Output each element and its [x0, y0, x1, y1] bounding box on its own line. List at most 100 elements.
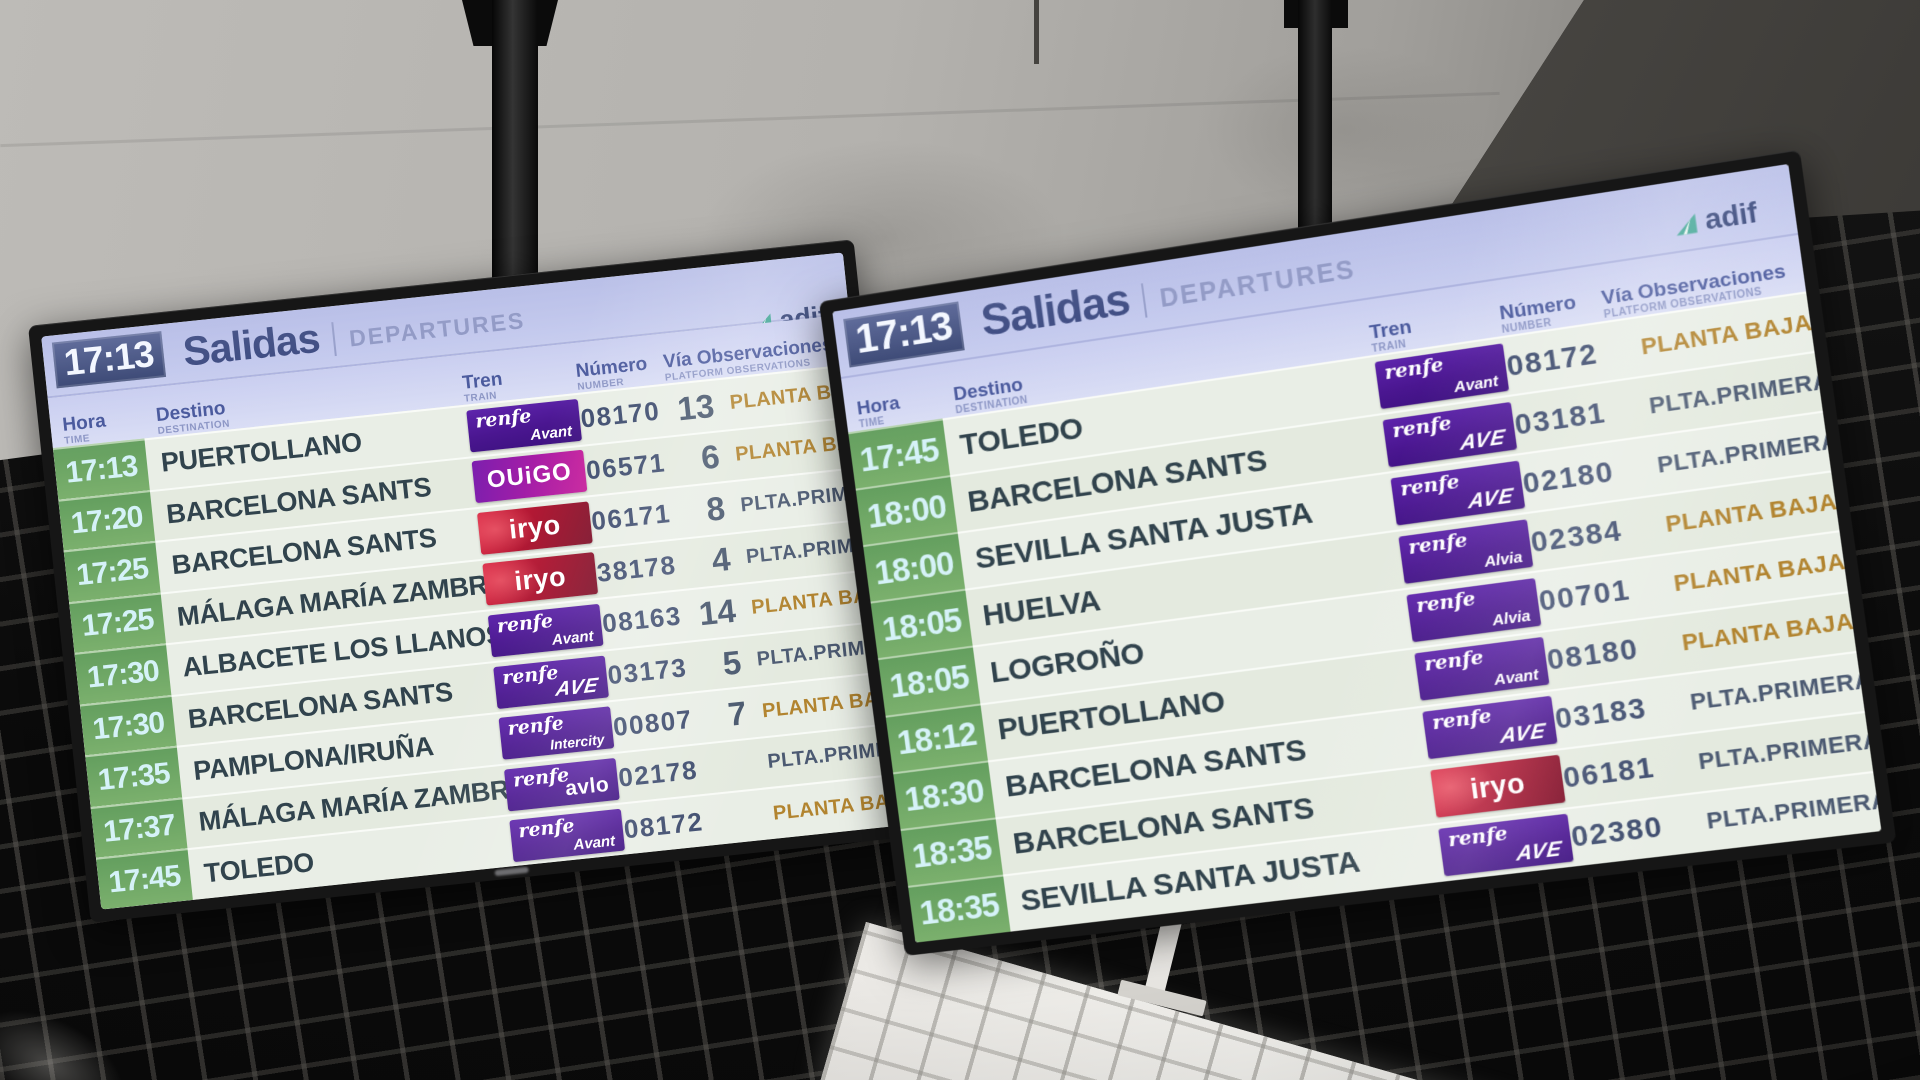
train-brand-text: Alvia [1491, 607, 1532, 630]
platform-number: 13 [675, 386, 716, 428]
train-brand-text: OUiGO [485, 458, 574, 495]
train-operator-chip-intercity: renfe Intercity [498, 706, 615, 760]
renfe-logo-text: renfe [495, 609, 555, 638]
platform-number: 4 [709, 540, 733, 580]
renfe-logo-text: renfe [1446, 822, 1510, 853]
train-number: 08170 [579, 395, 662, 434]
renfe-logo-text: renfe [1430, 704, 1494, 735]
train-operator-chip-avant: renfe Avant [466, 398, 583, 453]
renfe-logo-text: renfe [474, 404, 533, 433]
platform-number [1642, 586, 1657, 588]
train-column-cell: renfe Avant [465, 398, 583, 453]
platform-number [706, 764, 752, 769]
train-operator-chip-avant: renfe Avant [487, 603, 604, 658]
train-number: 08180 [1544, 632, 1641, 677]
platform-number [1617, 408, 1632, 410]
departure-time: 17:45 [96, 848, 193, 910]
board-title: Salidas [978, 274, 1133, 347]
renfe-logo-text: renfe [1422, 645, 1485, 677]
train-brand-text: AVE [1499, 719, 1548, 749]
platform-number: 6 [699, 437, 722, 477]
train-column-cell: renfe avlo [503, 757, 621, 812]
clock: 17:13 [843, 300, 966, 368]
train-brand-text: iryo [513, 561, 568, 597]
train-number: 00807 [611, 703, 695, 742]
train-brand-text: AVE [1467, 483, 1516, 514]
train-operator-chip-avlo: renfe avlo [503, 757, 620, 812]
train-number: 02180 [1520, 454, 1617, 500]
tv-brand-mark [494, 866, 529, 877]
train-number: 02178 [616, 754, 700, 793]
train-brand-text: Avant [551, 627, 595, 649]
renfe-logo-text: renfe [1414, 587, 1477, 618]
observation-text: PLTA.PRIMERA [1688, 666, 1874, 716]
train-operator-chip-iryo: iryo [1430, 755, 1566, 818]
train-operator-chip-iryo: iryo [482, 552, 599, 607]
observation-text: PLTA.PRIMERA [1705, 786, 1882, 835]
train-brand-text: iryo [1468, 767, 1528, 805]
title-divider [331, 322, 338, 357]
platform-number: 8 [704, 489, 727, 528]
renfe-logo-text: renfe [1398, 469, 1461, 501]
train-brand-text: Avant [572, 832, 616, 854]
observation-text: PLTA.PRIMERA [1696, 726, 1882, 775]
clock: 17:13 [51, 331, 166, 389]
departure-rows: 17:13 PUERTOLLANO renfe Avant 08170 13 PLANTA … [52, 361, 903, 910]
train-number: 03181 [1512, 395, 1608, 441]
train-operator-chip-iryo: iryo [477, 501, 593, 555]
right-board-screen: 17:13 Salidas DEPARTURES adif Hora TIME [832, 163, 1882, 943]
platform-number [1609, 349, 1624, 351]
observation-text: PLANTA BAJA [1672, 547, 1847, 597]
renfe-logo-text: renfe [1391, 411, 1453, 443]
left-departure-board: 17:13 Salidas DEPARTURES adif Hora TIME [28, 239, 917, 923]
board-subtitle: DEPARTURES [347, 306, 527, 351]
observation-text: PLANTA BAJA [771, 787, 903, 825]
platform-number: 5 [720, 642, 743, 682]
platform-number [711, 816, 757, 821]
train-brand-text: Avant [529, 422, 573, 444]
renfe-logo-text: renfe [501, 661, 560, 689]
train-operator-chip-avant: renfe Avant [509, 808, 626, 863]
train-column-cell: iryo [476, 501, 594, 555]
train-number: 06181 [1561, 751, 1657, 795]
train-column-cell: renfe AVE [492, 655, 610, 709]
train-column-cell: renfe Intercity [498, 706, 616, 760]
board-title: Salidas [180, 314, 322, 375]
train-number: 02384 [1528, 513, 1625, 559]
train-operator-chip-ave: renfe AVE [1438, 814, 1574, 877]
train-brand-text: Avant [1452, 372, 1500, 396]
renfe-logo-text: renfe [517, 814, 576, 843]
platform-number [1658, 705, 1673, 707]
train-number: 06171 [589, 498, 673, 537]
train-number: 08172 [1504, 336, 1600, 382]
platform-number [1650, 646, 1665, 648]
platform-number: 14 [697, 591, 738, 633]
platform-number [1674, 824, 1689, 826]
train-brand-text: AVE [1515, 837, 1564, 867]
train-operator-chip-ave: renfe AVE [493, 655, 609, 709]
train-number: 08172 [622, 805, 705, 845]
train-brand-text: avlo [564, 772, 611, 800]
train-number: 00701 [1536, 573, 1633, 618]
train-brand-text: AVE [554, 673, 601, 701]
ceiling-seam [1034, 0, 1039, 64]
renfe-logo-text: renfe [1406, 528, 1469, 560]
train-operator-chip-ouigo: OUiGO [471, 449, 588, 504]
platform-number [1633, 527, 1648, 529]
title-divider [1141, 283, 1148, 318]
observation-text: PLANTA BAJA [1680, 607, 1856, 656]
platform-number: 7 [726, 694, 749, 733]
train-column-cell: iryo [481, 552, 599, 607]
adif-triangle-icon [1674, 213, 1698, 236]
train-column-cell: renfe Avant [487, 603, 605, 658]
train-brand-text: Avant [1493, 666, 1540, 690]
renfe-logo-text: renfe [512, 763, 571, 792]
train-column-cell: OUiGO [471, 449, 589, 504]
platform-number [1666, 764, 1681, 766]
renfe-logo-text: renfe [1383, 352, 1445, 384]
train-number: 03183 [1553, 691, 1649, 736]
platform-number [1625, 468, 1640, 470]
train-brand-text: Alvia [1483, 548, 1524, 571]
departure-time: 18:35 [907, 874, 1011, 943]
